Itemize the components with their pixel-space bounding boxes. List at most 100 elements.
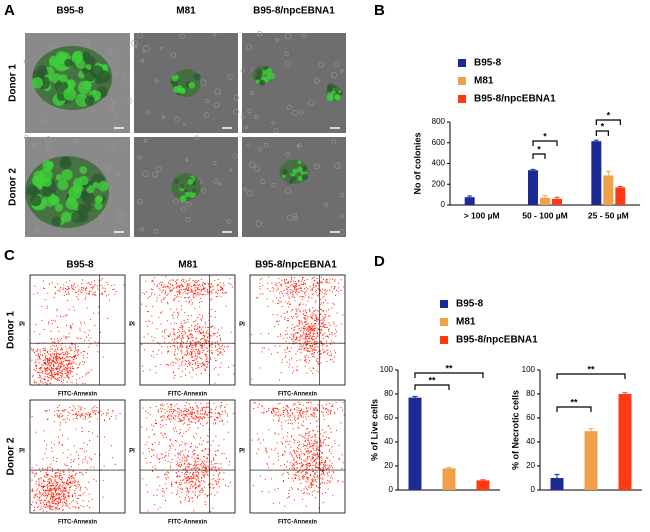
event (75, 354, 77, 356)
event (281, 279, 283, 281)
debris (218, 182, 222, 186)
event (203, 460, 205, 462)
event (204, 501, 206, 503)
event (179, 421, 181, 423)
event (197, 292, 199, 294)
event (198, 486, 200, 488)
event (78, 353, 80, 355)
event (275, 411, 277, 413)
event (329, 289, 331, 291)
event (48, 363, 50, 365)
event (183, 417, 185, 419)
event (289, 291, 291, 293)
event (90, 287, 92, 289)
event (191, 286, 193, 288)
event (274, 433, 276, 435)
event (191, 329, 193, 331)
event (68, 370, 70, 372)
cell (327, 83, 335, 91)
event (293, 499, 295, 501)
debris (233, 108, 239, 115)
event (295, 456, 297, 458)
event (171, 413, 173, 415)
event (302, 412, 304, 414)
event (195, 491, 197, 493)
event (202, 440, 204, 442)
event (172, 285, 174, 287)
event (324, 461, 326, 463)
event (304, 315, 306, 317)
event (206, 465, 208, 467)
event (184, 468, 186, 470)
event (307, 330, 309, 332)
event (206, 457, 208, 459)
event (296, 467, 298, 469)
event (47, 419, 49, 421)
event (58, 478, 60, 480)
event (80, 486, 82, 488)
event (303, 280, 305, 282)
event (173, 362, 175, 364)
event (82, 500, 84, 502)
event (194, 488, 196, 490)
event (196, 360, 198, 362)
event (294, 283, 296, 285)
event (80, 338, 82, 340)
event (36, 494, 38, 496)
event (323, 468, 325, 470)
event (34, 365, 36, 367)
event (313, 352, 315, 354)
event (205, 347, 207, 349)
event (287, 282, 289, 284)
x-axis-label: FITC-Annexin (278, 520, 317, 526)
event (328, 411, 330, 413)
event (295, 289, 297, 291)
event (276, 408, 278, 410)
event (73, 356, 75, 358)
event (100, 293, 102, 295)
event (55, 461, 57, 463)
event (187, 315, 189, 317)
event (319, 446, 321, 448)
event (60, 501, 62, 503)
event (190, 412, 192, 414)
event (66, 356, 68, 358)
event (59, 424, 61, 426)
event (182, 423, 184, 425)
event (93, 478, 95, 480)
event (322, 282, 324, 284)
event (165, 472, 167, 474)
event (297, 288, 299, 290)
event (56, 492, 58, 494)
event (189, 412, 191, 414)
event (55, 490, 57, 492)
event (215, 435, 217, 437)
event (312, 470, 314, 472)
event (290, 283, 292, 285)
event (322, 337, 324, 339)
event (44, 440, 46, 442)
event (68, 367, 70, 369)
event (51, 498, 53, 500)
event (77, 481, 79, 483)
event (89, 343, 91, 345)
event (217, 351, 219, 353)
event (51, 450, 53, 452)
event (42, 486, 44, 488)
event (310, 486, 312, 488)
event (145, 444, 147, 446)
event (302, 425, 304, 427)
event (75, 480, 77, 482)
event (164, 291, 166, 293)
event (311, 297, 313, 299)
event (64, 494, 66, 496)
event (327, 480, 329, 482)
event (72, 358, 74, 360)
event (39, 377, 41, 379)
debris (126, 98, 133, 104)
event (311, 337, 313, 339)
event (51, 370, 53, 372)
event (282, 443, 284, 445)
event (316, 370, 318, 372)
